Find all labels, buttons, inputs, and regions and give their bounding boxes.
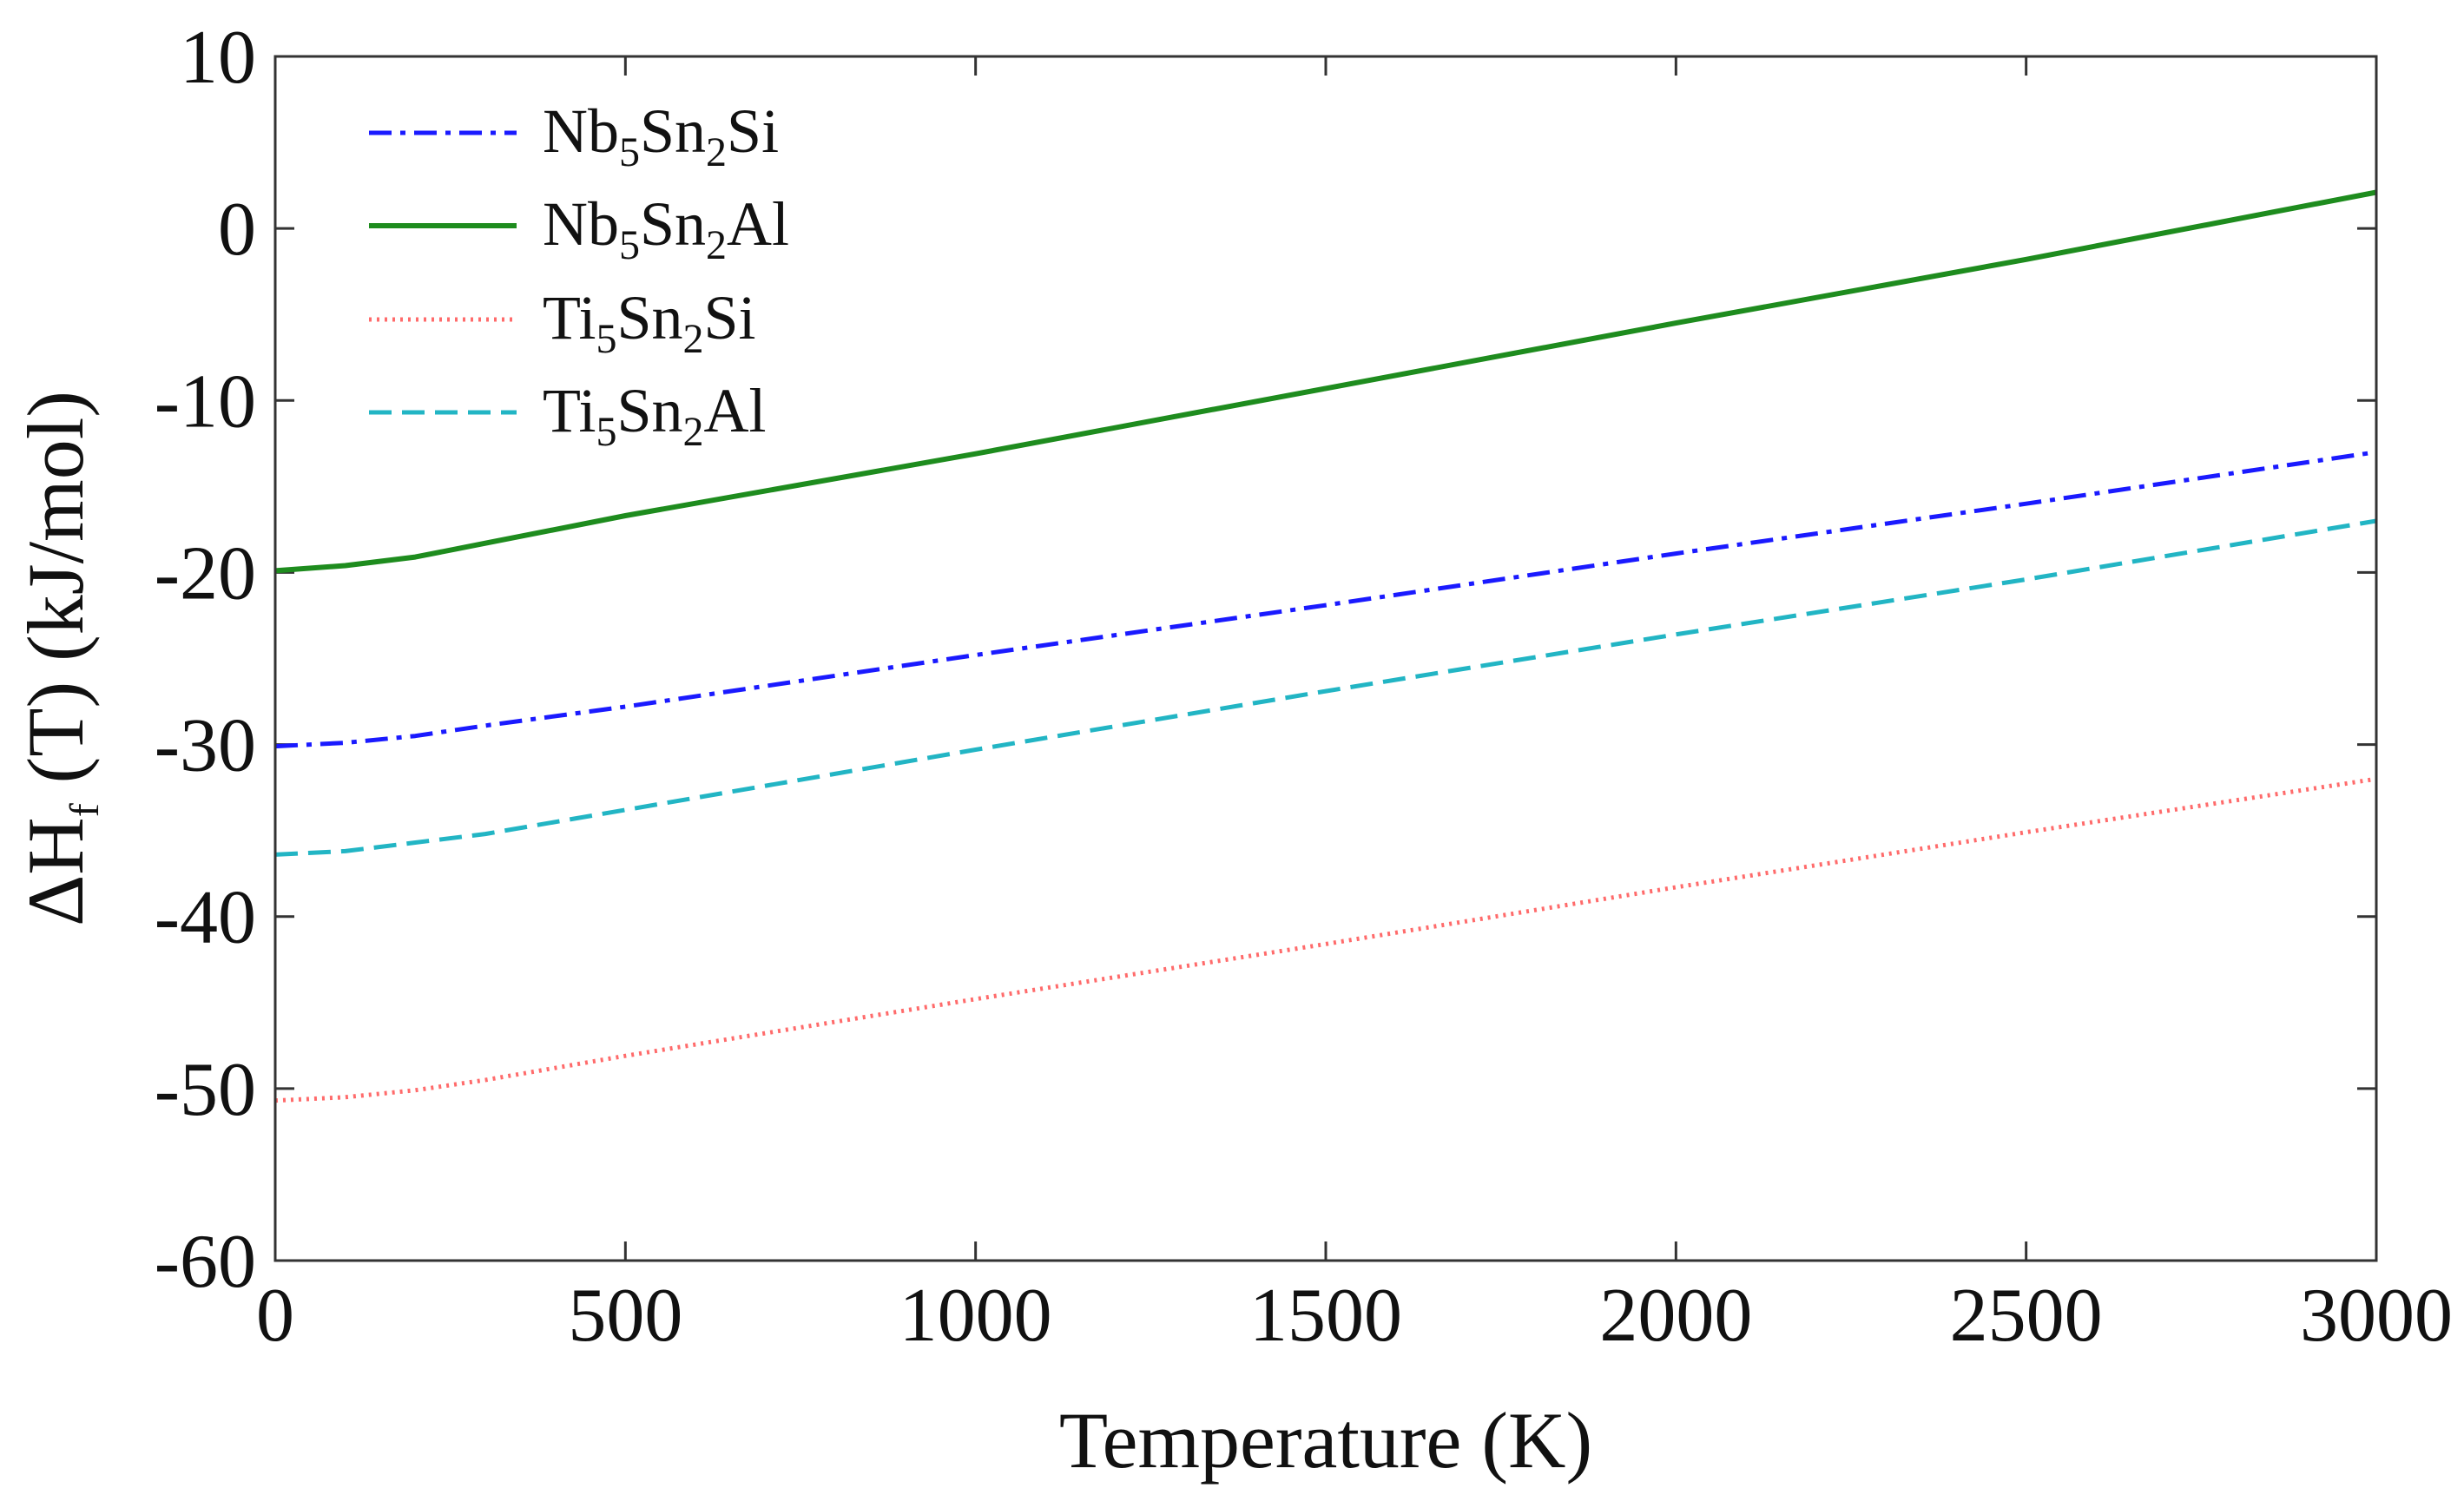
legend-text-part: Al xyxy=(727,189,789,259)
y-axis-title: ΔHf (T) (kJ/mol) xyxy=(11,391,108,926)
y-tick-label: -20 xyxy=(155,531,256,616)
y-axis-title-suffix: (T) (kJ/mol) xyxy=(11,391,100,803)
y-tick-label: 10 xyxy=(180,16,256,100)
plot-frame xyxy=(273,55,2378,1262)
legend-text-part: Nb xyxy=(543,189,619,259)
legend-text-part: Si xyxy=(727,96,779,166)
y-axis-title-prefix: ΔH xyxy=(11,817,100,926)
legend-subscript: 5 xyxy=(619,222,640,268)
series-lines xyxy=(274,189,2377,1103)
legend-subscript: 2 xyxy=(706,222,727,268)
x-tick-label: 2500 xyxy=(1950,1274,2103,1358)
legend-subscript: 2 xyxy=(683,409,704,455)
series-line-Ti5Sn2Si xyxy=(274,776,2377,1103)
legend-subscript: 5 xyxy=(596,316,616,362)
y-tick-label: -10 xyxy=(155,359,256,444)
legend-text-part: Al xyxy=(704,376,767,445)
x-tick-label: 3000 xyxy=(2300,1274,2453,1358)
x-tick-label: 500 xyxy=(568,1274,682,1358)
y-tick-label: -50 xyxy=(155,1048,256,1132)
legend-subscript: 5 xyxy=(619,129,640,175)
legend-text-part: Sn xyxy=(616,376,682,445)
legend-text-part: Si xyxy=(704,283,756,352)
legend-text-part: Sn xyxy=(640,189,706,259)
legend-text-part: Ti xyxy=(543,283,596,352)
y-tick-label: -30 xyxy=(155,704,256,788)
y-tick-label: 0 xyxy=(218,188,256,272)
series-line-Nb5Sn2Al xyxy=(274,189,2377,574)
legend-text-part: Sn xyxy=(640,96,706,166)
axes: 0 500 1000 1500 2000 2500 3000 10 0 -10 -20 -30 -40 -… xyxy=(155,16,2453,1358)
legend-text-part: Nb xyxy=(543,96,619,166)
legend-label-Nb5Sn2Si: Nb5Sn2Si xyxy=(543,96,779,175)
legend-subscript: 5 xyxy=(596,409,616,455)
x-tick-label: 0 xyxy=(256,1274,294,1358)
y-tick-label: -60 xyxy=(155,1220,256,1304)
series-line-Nb5Sn2Si xyxy=(274,450,2377,749)
legend-text-part: Sn xyxy=(616,283,682,352)
legend-subscript: 2 xyxy=(706,129,727,175)
legend-text-part: Ti xyxy=(543,376,596,445)
x-axis-title: Temperature (K) xyxy=(1059,1396,1592,1485)
legend-subscript: 2 xyxy=(683,316,704,362)
series-line-Ti5Sn2Al xyxy=(274,518,2377,857)
legend-label-Ti5Sn2Al: Ti5Sn2Al xyxy=(543,376,767,455)
y-axis-title-subscript: f xyxy=(62,803,108,817)
x-tick-label: 2000 xyxy=(1599,1274,1752,1358)
y-tick-label: -40 xyxy=(155,876,256,960)
x-tick-label: 1000 xyxy=(899,1274,1052,1358)
legend-label-Nb5Sn2Al: Nb5Sn2Al xyxy=(543,189,789,268)
x-tick-label: 1500 xyxy=(1249,1274,1402,1358)
legend-label-Ti5Sn2Si: Ti5Sn2Si xyxy=(543,283,756,362)
